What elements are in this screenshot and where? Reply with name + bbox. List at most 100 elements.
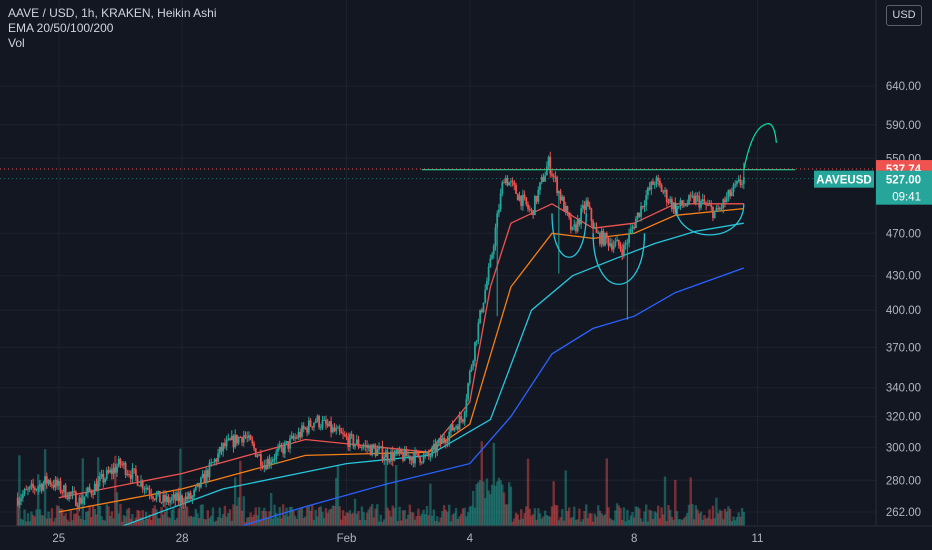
volume-bar — [268, 511, 271, 526]
candle-body — [328, 421, 331, 427]
candle-body — [215, 459, 218, 462]
volume-bar — [530, 515, 533, 526]
candle-body — [236, 434, 238, 444]
candle-body — [480, 309, 483, 313]
candle-body — [676, 206, 678, 214]
candle-body — [496, 213, 499, 228]
candle-body — [585, 200, 588, 210]
volume-bar — [319, 506, 323, 526]
volume-bar — [389, 516, 393, 526]
candle-body — [528, 208, 531, 210]
volume-bar — [516, 514, 519, 526]
candle-body — [448, 431, 451, 442]
candle-body — [217, 453, 219, 462]
symbol-line[interactable]: AAVE / USD, 1h, KRAKEN, Heikin Ashi — [8, 6, 217, 20]
candle-body — [241, 437, 243, 443]
candle-body — [662, 191, 665, 193]
volume-bar — [100, 516, 103, 526]
candle-body — [487, 266, 490, 282]
candle-body — [95, 483, 98, 491]
candle-body — [660, 185, 663, 192]
candle-body — [533, 195, 536, 216]
candle-body — [609, 243, 612, 247]
candle-body — [299, 431, 302, 437]
candle-body — [432, 444, 435, 448]
candle-body — [720, 207, 723, 209]
volume-bar — [603, 514, 607, 526]
volume-bar — [518, 519, 521, 526]
volume-bar — [225, 516, 228, 526]
volume-bar — [593, 513, 597, 526]
candle-body — [599, 232, 601, 244]
candle-body — [730, 191, 733, 196]
volume-bar — [115, 492, 119, 526]
candle-body — [669, 198, 672, 203]
indicator-line[interactable]: EMA 20/50/100/200 — [8, 21, 114, 35]
volume-bar — [91, 504, 95, 526]
candle-body — [386, 451, 389, 461]
volume-bar — [269, 493, 273, 526]
candle-body — [40, 484, 43, 491]
volume-bar — [458, 516, 461, 526]
volume-bar — [448, 504, 451, 526]
candle-body — [508, 182, 511, 186]
candle-body — [629, 228, 632, 233]
volume-bar — [687, 504, 691, 526]
volume-bar — [739, 516, 742, 526]
candle-body — [718, 207, 721, 210]
candle-body — [482, 302, 485, 313]
volume-bar — [180, 506, 184, 526]
candle-body — [545, 166, 548, 176]
time-tick-label: 8 — [631, 533, 637, 545]
candle-body — [462, 419, 464, 422]
volume-bar — [19, 518, 23, 526]
volume-bar — [199, 504, 203, 526]
candle-body — [277, 448, 279, 452]
candle-body — [266, 458, 269, 470]
volume-bar — [492, 442, 495, 526]
volume-bar — [324, 508, 328, 526]
candle-body — [725, 197, 728, 203]
candle-body — [633, 226, 636, 229]
candle-body — [741, 183, 743, 185]
candle-body — [193, 490, 195, 497]
volume-bar — [372, 517, 376, 526]
candle-body — [403, 449, 406, 461]
volume-bar — [507, 482, 511, 526]
volume-bar — [177, 508, 180, 526]
volume-bar — [237, 497, 240, 526]
candle-body — [186, 496, 189, 500]
volume-bar — [35, 509, 38, 526]
volume-bar — [665, 521, 668, 526]
volume-bar — [715, 497, 718, 526]
currency-button[interactable]: USD — [886, 5, 922, 26]
candle-body — [501, 182, 504, 194]
candle-body — [301, 425, 303, 437]
volume-bar — [210, 515, 213, 526]
volume-bar — [119, 503, 122, 526]
volume-bar — [16, 504, 19, 526]
volume-bar — [64, 513, 67, 526]
candle-body — [658, 180, 661, 186]
candle-body — [575, 224, 577, 232]
volume-line[interactable]: Vol — [8, 36, 25, 50]
candle-body — [201, 473, 204, 478]
volume-bar — [30, 511, 33, 526]
candle-body — [234, 434, 237, 448]
candle-body — [617, 239, 620, 246]
volume-bar — [543, 510, 547, 526]
volume-bar — [740, 507, 744, 526]
candle-body — [164, 494, 166, 502]
candle-body — [578, 218, 581, 225]
candle-body — [494, 227, 497, 246]
volume-bar — [314, 509, 317, 526]
volume-bar — [62, 515, 66, 526]
candle-body — [664, 190, 666, 193]
volume-bar — [465, 516, 468, 526]
volume-bar — [735, 516, 739, 526]
volume-bar — [263, 507, 266, 526]
volume-bar — [528, 508, 531, 526]
candle-body — [737, 179, 740, 182]
candle-body — [713, 210, 716, 218]
